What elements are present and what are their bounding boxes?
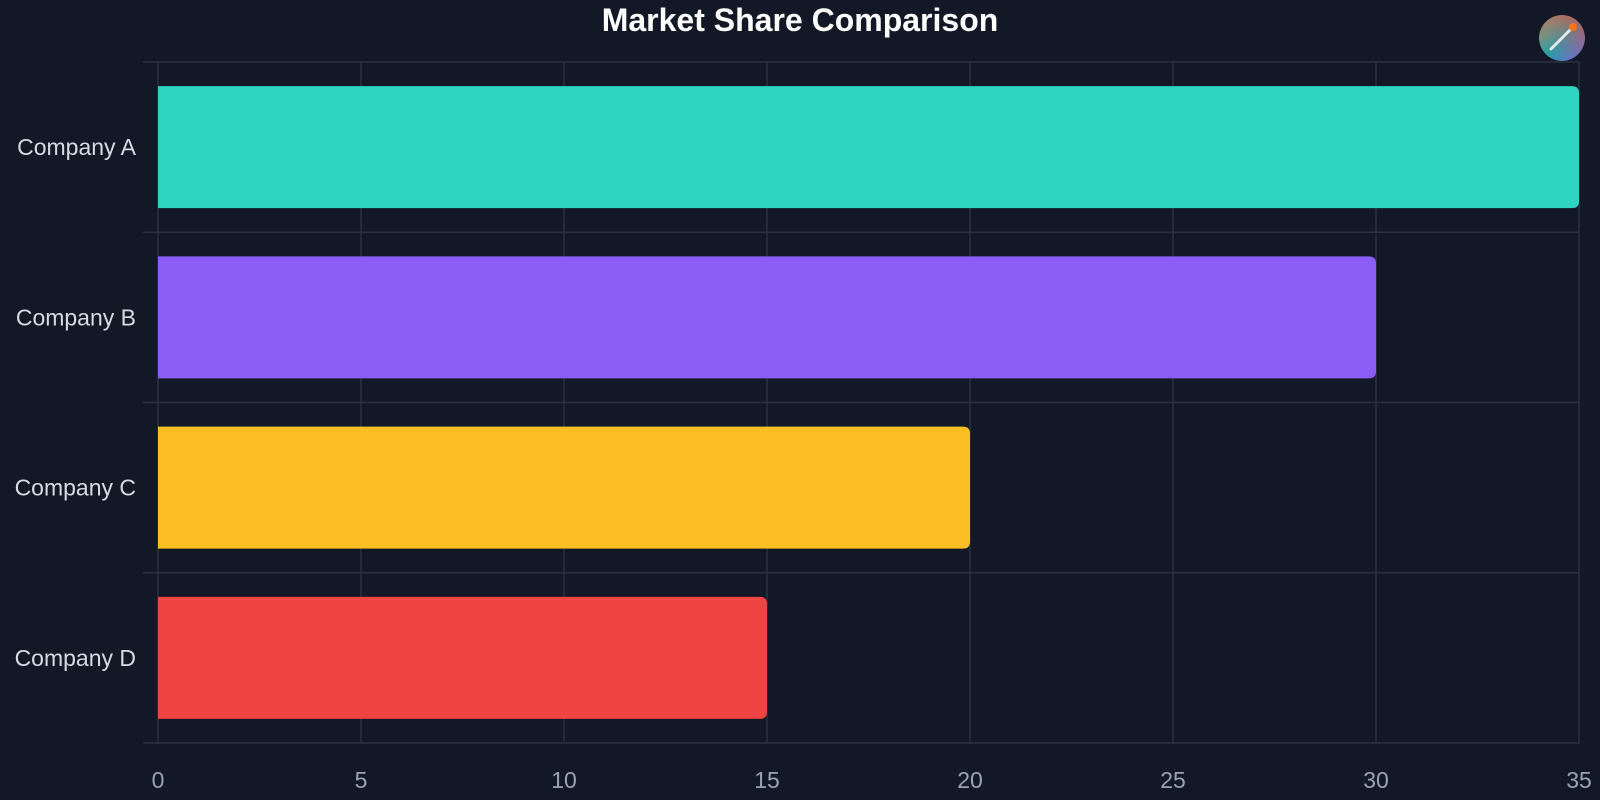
x-tick-label: 25 [1160, 767, 1186, 793]
category-label: Company A [17, 134, 137, 160]
labels: Company A Company B Company C Company D 0 5 10… [15, 134, 1592, 793]
bar-company-a[interactable] [158, 86, 1579, 209]
category-label: Company D [15, 645, 136, 671]
paint-brush-icon[interactable] [1539, 15, 1585, 61]
bar-company-b[interactable] [158, 256, 1376, 379]
x-tick-label: 10 [551, 767, 577, 793]
bars [158, 86, 1579, 719]
x-tick-label: 20 [957, 767, 983, 793]
x-tick-label: 5 [355, 767, 368, 793]
x-tick-label: 30 [1363, 767, 1389, 793]
bar-company-d[interactable] [158, 596, 767, 719]
x-tick-label: 15 [754, 767, 780, 793]
x-tick-label: 0 [152, 767, 165, 793]
category-label: Company B [16, 304, 136, 330]
x-tick-label: 35 [1566, 767, 1592, 793]
bar-company-c[interactable] [158, 426, 970, 549]
chart-title: Market Share Comparison [601, 2, 999, 38]
category-label: Company C [15, 475, 136, 501]
